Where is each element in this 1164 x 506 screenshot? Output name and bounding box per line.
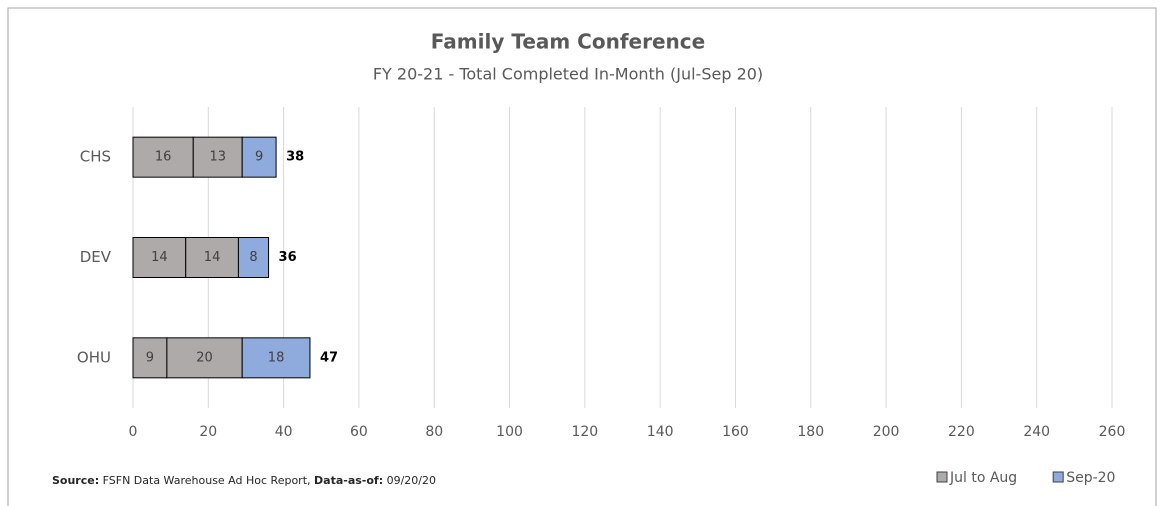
bar-segment	[241, 337, 311, 379]
x-tick-label: 140	[647, 424, 674, 440]
bar-segment	[132, 337, 168, 379]
value-label: 18	[268, 350, 285, 365]
bar-segment	[241, 136, 277, 178]
chart-subtitle: FY 20-21 - Total Completed In-Month (Jul…	[373, 65, 763, 84]
x-tick-label: 200	[873, 424, 900, 440]
x-tick-label: 0	[129, 424, 138, 440]
legend-label: Jul to Aug	[949, 470, 1017, 486]
value-label: 14	[151, 250, 168, 265]
x-tick-label: 180	[797, 424, 824, 440]
x-tick-label: 220	[948, 424, 975, 440]
value-label: 20	[196, 350, 213, 365]
x-tick-label: 120	[571, 424, 598, 440]
x-tick-label: 100	[496, 424, 523, 440]
chart-title: Family Team Conference	[431, 30, 705, 54]
frame	[7, 7, 1157, 506]
x-tick-label: 240	[1023, 424, 1050, 440]
value-label: 9	[146, 350, 154, 365]
bar-segment	[185, 237, 239, 278]
bar-segment	[132, 136, 194, 178]
y-tick-label: OHU	[77, 348, 111, 366]
x-tick-label: 20	[199, 424, 217, 440]
y-tick-label: CHS	[80, 148, 111, 166]
legend-swatch	[1052, 471, 1064, 483]
total-label: 47	[320, 350, 338, 365]
x-tick-label: 60	[350, 424, 368, 440]
value-label: 14	[204, 250, 221, 265]
total-label: 38	[286, 150, 304, 165]
value-label: 8	[249, 250, 257, 265]
date: 09/20/20	[387, 474, 436, 487]
x-tick-label: 80	[425, 424, 443, 440]
legend-label: Sep-20	[1066, 470, 1115, 486]
value-label: 13	[209, 150, 226, 165]
total-label: 36	[279, 250, 297, 265]
value-label: 16	[155, 150, 172, 165]
x-tick-label: 260	[1099, 424, 1126, 440]
legend-swatch	[936, 471, 948, 483]
value-label: 9	[255, 150, 263, 165]
y-tick-label: DEV	[80, 248, 112, 266]
source: Source: FSFN Data Warehouse Ad Hoc Repor…	[52, 474, 436, 487]
bar-segment	[132, 237, 187, 278]
x-tick-label: 40	[275, 424, 293, 440]
x-tick-label: 160	[722, 424, 749, 440]
source-text: FSFN Data Warehouse Ad Hoc Report,	[103, 474, 311, 487]
bar-segment	[166, 337, 243, 379]
source-label: Source:	[52, 474, 99, 487]
bar-segment	[237, 237, 270, 278]
date-label: Data-as-of:	[314, 474, 383, 487]
